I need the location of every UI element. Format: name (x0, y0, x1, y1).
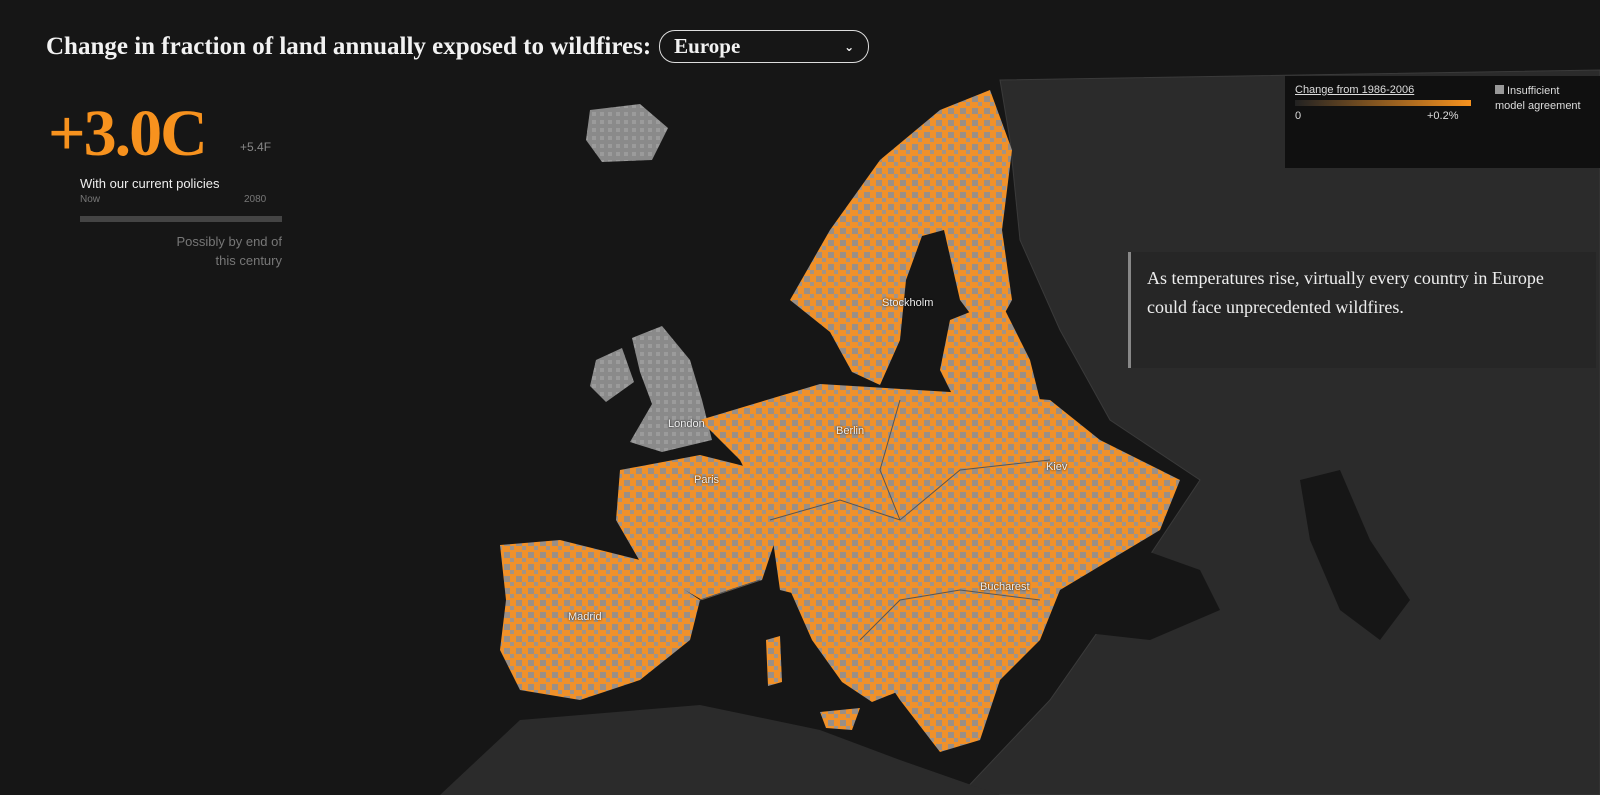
sardinia (766, 636, 782, 686)
iberia (500, 540, 700, 700)
ireland (590, 348, 634, 402)
legend-insufficient: Insufficient model agreement (1495, 85, 1581, 112)
city-label: Madrid (568, 611, 602, 623)
great-britain (630, 326, 712, 452)
timeline-start: Now (80, 194, 101, 205)
timeline-end: 2080 (244, 194, 267, 205)
title: Change in fraction of land annually expo… (46, 32, 652, 60)
sicily (820, 708, 860, 730)
city-label: Bucharest (980, 581, 1030, 593)
borders (699, 399, 1051, 641)
city-label: Berlin (836, 425, 864, 437)
legend-max: +0.2% (1427, 110, 1459, 122)
france (616, 455, 782, 600)
city-label: Paris (694, 474, 720, 486)
legend: Change from 1986-2006 0 +0.2% Insufficie… (1285, 76, 1600, 168)
legend-min: 0 (1295, 110, 1302, 122)
annotation: As temperatures rise, virtually every co… (1128, 252, 1596, 368)
land-south (440, 705, 1000, 795)
header: Change in fraction of land annually expo… (46, 30, 870, 63)
timeline-bar[interactable] (80, 216, 282, 222)
chevron: ⌄ (844, 39, 855, 54)
border (699, 399, 1051, 641)
caspian-sea (1300, 470, 1410, 640)
city-label: Kiev (1046, 461, 1068, 473)
policy-label: With our current policies (80, 176, 220, 191)
temperature-fahrenheit: +5.4F (240, 140, 272, 154)
central-eastern-europe (700, 384, 1180, 752)
legend-swatch (1495, 85, 1504, 94)
italy (790, 590, 902, 702)
timing-note: Possibly by end of this century (176, 234, 282, 268)
city-label: Stockholm (882, 297, 933, 309)
region-dropdown[interactable]: Europe ⌄ (659, 30, 870, 63)
temperature-celsius: +3.0C (48, 97, 208, 170)
legend-title: Change from 1986-2006 (1295, 84, 1415, 96)
iceland (586, 104, 668, 162)
dropdown-value: Europe (674, 34, 741, 58)
legend-gradient (1295, 100, 1471, 106)
scandinavia (790, 90, 1012, 385)
baltic-east (940, 300, 1040, 410)
city-label: London (668, 418, 705, 430)
